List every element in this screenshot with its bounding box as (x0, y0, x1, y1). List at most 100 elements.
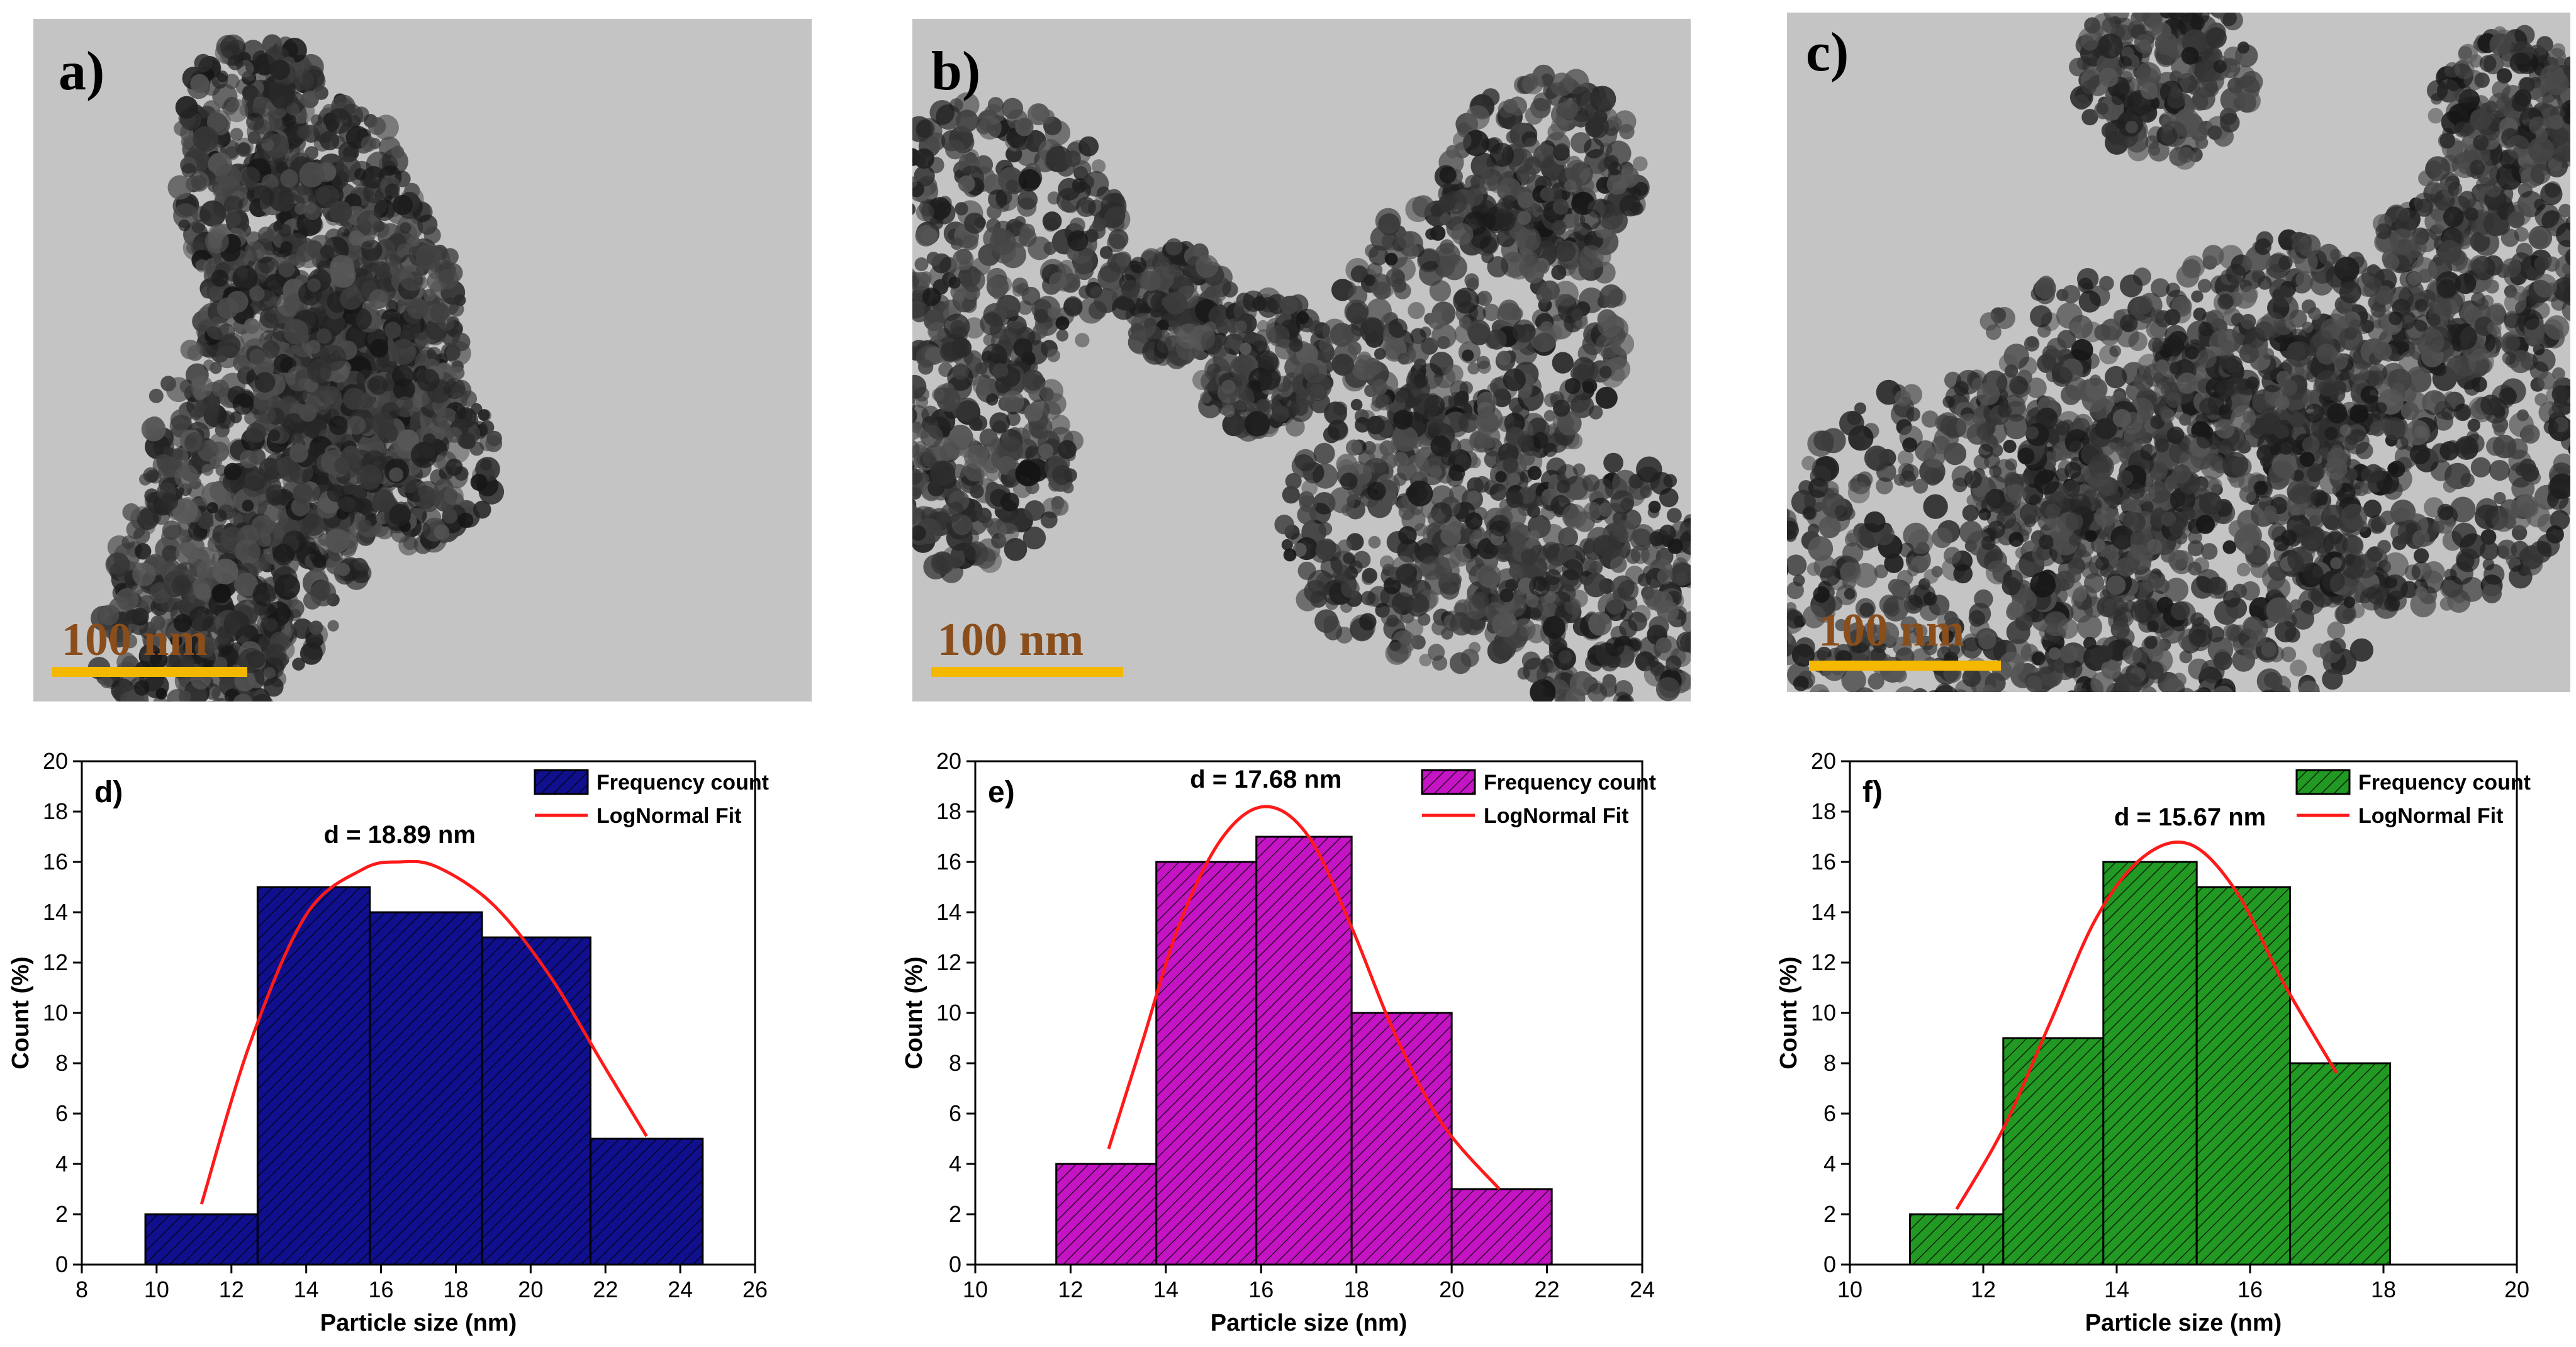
histogram-bar (1908, 1213, 2005, 1266)
y-tick-label: 10 (43, 1000, 68, 1026)
y-tick-label: 6 (55, 1100, 68, 1126)
x-tick-label: 14 (2104, 1277, 2129, 1302)
histogram-bar (2289, 1062, 2392, 1266)
y-tick-label: 12 (43, 949, 68, 975)
legend-swatch-bars (534, 769, 589, 795)
lognormal-fit-line (1955, 841, 2338, 1210)
y-tick-label: 10 (936, 1000, 961, 1026)
y-tick-label: 16 (936, 849, 961, 875)
y-tick-label: 16 (1811, 849, 1836, 875)
panel-label: f) (1862, 776, 1883, 809)
x-tick-label: 24 (668, 1277, 693, 1302)
panel-label-a: a) (59, 41, 105, 102)
lognormal-fit-line (199, 859, 648, 1205)
tem-micrograph-image (912, 19, 1691, 701)
histogram-svg: 10 12 14 16 18 20 0 2 4 6 8 10 12 14 16 18 20 Particle si… (1776, 748, 2531, 1336)
y-tick-label: 4 (949, 1151, 961, 1177)
x-tick-label: 18 (2371, 1277, 2396, 1302)
y-tick-label: 18 (43, 798, 68, 824)
mean-diameter-annotation: d = 18.89 nm (324, 821, 476, 849)
x-tick-label: 10 (1837, 1277, 1862, 1302)
y-tick-label: 2 (55, 1201, 68, 1227)
y-tick-label: 0 (949, 1251, 961, 1277)
mean-diameter-annotation: d = 15.67 nm (2114, 803, 2266, 831)
y-tick-label: 12 (936, 949, 961, 975)
nanoparticle-clusters (1787, 13, 2570, 692)
legend: Frequency count LogNormal Fit (534, 769, 769, 828)
x-tick-label: 20 (518, 1277, 543, 1302)
x-tick-label: 26 (742, 1277, 768, 1302)
histogram-bar (369, 911, 483, 1266)
y-tick-label: 20 (1811, 748, 1836, 774)
histogram-bar (1155, 861, 1258, 1266)
y-tick-label: 6 (1823, 1100, 1836, 1126)
x-tick-label: 10 (144, 1277, 169, 1302)
y-tick-label: 8 (949, 1050, 961, 1076)
histogram-f: 10 12 14 16 18 20 0 2 4 6 8 10 12 14 16 18 20 Particle si… (1743, 736, 2576, 1347)
histogram-bar (2195, 886, 2292, 1266)
y-tick-label: 4 (55, 1151, 68, 1177)
legend-label: LogNormal Fit (2358, 804, 2503, 828)
legend-swatch-bars (1421, 769, 1476, 795)
y-tick-label: 20 (936, 748, 961, 774)
x-tick-label: 18 (443, 1277, 468, 1302)
scale-bar (1809, 661, 2001, 671)
x-tick-label: 12 (1058, 1277, 1083, 1302)
x-tick-label: 12 (1971, 1277, 1996, 1302)
histogram-bar (589, 1137, 704, 1266)
y-tick-label: 2 (1823, 1201, 1836, 1227)
nanoparticle-clusters (912, 64, 1691, 701)
y-tick-label: 14 (43, 899, 68, 925)
y-tick-label: 20 (43, 748, 68, 774)
legend-label: Frequency count (1484, 771, 1656, 795)
y-tick-label: 4 (1823, 1151, 1836, 1177)
legend-swatch-bars (2295, 769, 2351, 795)
scale-bar (52, 667, 247, 677)
y-tick-label: 6 (949, 1100, 961, 1126)
x-tick-label: 22 (593, 1277, 618, 1302)
panel-label: d) (94, 776, 123, 809)
x-tick-label: 14 (1153, 1277, 1179, 1302)
x-axis-label: Particle size (nm) (320, 1310, 517, 1336)
tem-micrograph-image (33, 19, 812, 701)
histogram-bar (1450, 1188, 1553, 1266)
histogram-bar (256, 886, 371, 1266)
x-axis-label: Particle size (nm) (2085, 1310, 2282, 1336)
y-tick-label: 0 (55, 1251, 68, 1277)
tem-panel-a: a) 100 nm (33, 19, 812, 701)
histogram-bar (2002, 1037, 2105, 1266)
y-tick-label: 14 (1811, 899, 1836, 925)
histogram-bar (1055, 1163, 1158, 1266)
histogram-d: 8 10 12 14 16 18 20 22 24 26 0 2 4 6 8 10 12 14 16 18 20 Part… (0, 736, 812, 1347)
panel-label-b: b) (931, 41, 981, 102)
legend: Frequency count LogNormal Fit (2295, 769, 2531, 828)
legend-label: LogNormal Fit (1484, 804, 1628, 828)
tem-panel-b: b) 100 nm (912, 19, 1691, 701)
panel-label: e) (988, 776, 1015, 809)
scale-bar-label: 100 nm (1818, 605, 1965, 656)
x-tick-label: 18 (1344, 1277, 1369, 1302)
legend-label: Frequency count (596, 771, 769, 795)
x-tick-label: 16 (2237, 1277, 2263, 1302)
y-tick-label: 18 (936, 798, 961, 824)
tem-micrograph-image (1787, 13, 2570, 692)
y-tick-label: 10 (1811, 1000, 1836, 1026)
histogram-bar (1255, 836, 1353, 1266)
x-tick-label: 16 (369, 1277, 394, 1302)
y-axis-label: Count (%) (8, 956, 34, 1069)
x-axis-label: Particle size (nm) (1211, 1310, 1408, 1336)
y-axis-label: Count (%) (1776, 956, 1802, 1069)
histogram-bar (2102, 861, 2198, 1266)
histogram-bar (481, 936, 591, 1266)
scale-bar-label: 100 nm (62, 614, 208, 666)
legend: Frequency count LogNormal Fit (1421, 769, 1656, 828)
x-tick-label: 14 (294, 1277, 319, 1302)
y-tick-label: 8 (1823, 1050, 1836, 1076)
y-tick-label: 12 (1811, 949, 1836, 975)
y-tick-label: 16 (43, 849, 68, 875)
x-tick-label: 22 (1535, 1277, 1560, 1302)
histogram-e: 10 12 14 16 18 20 22 24 0 2 4 6 8 10 12 14 16 18 20 Particl… (868, 736, 1699, 1347)
y-tick-label: 14 (936, 899, 961, 925)
x-tick-label: 8 (76, 1277, 88, 1302)
y-tick-label: 0 (1823, 1251, 1836, 1277)
